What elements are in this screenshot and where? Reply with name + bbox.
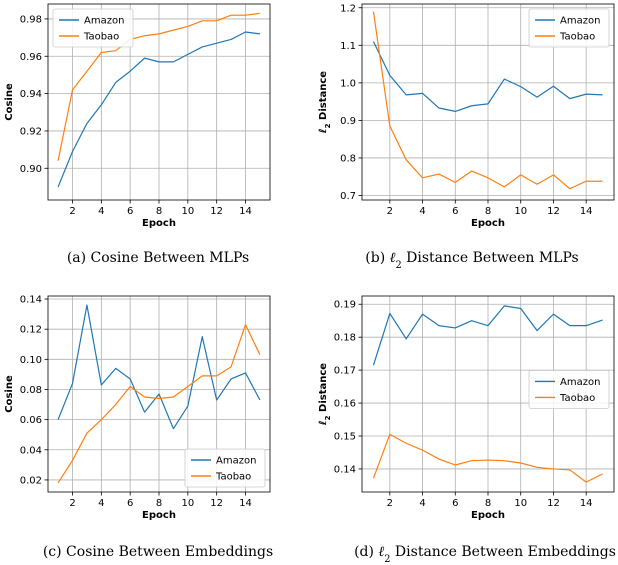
series-line-amazon (372, 41, 603, 112)
x-tick-label: 14 (580, 206, 593, 217)
legend-label-amazon: Amazon (216, 456, 256, 467)
chart-panel-b: 2 4 6 8 10 12 14 0.7 0.8 0.9 1.0 1.1 1.2 Epoch ℓ2 Dist… (318, 3, 615, 271)
x-tick-label: 4 (98, 498, 104, 509)
legend-label-taobao: Taobao (559, 393, 595, 404)
series-line-taobao (57, 12, 260, 161)
legend-label-amazon: Amazon (84, 16, 124, 27)
x-tick-label: 4 (419, 206, 425, 217)
legend: Amazon Taobao (52, 8, 134, 48)
x-tick-label: 2 (69, 206, 75, 217)
x-tick-label: 8 (156, 498, 162, 509)
y-tick-label: 0.10 (20, 355, 42, 366)
x-axis-label: Epoch (471, 218, 505, 229)
panel-caption: (d) ℓ2 Distance Between Embeddings (354, 544, 616, 565)
x-tick-label: 8 (485, 206, 491, 217)
x-tick-label: 12 (210, 498, 223, 509)
y-tick-label: 1.0 (340, 78, 356, 89)
y-axis-label: ℓ2 Distance (318, 71, 332, 134)
x-axis-label: Epoch (471, 510, 505, 521)
panel-caption: (b) ℓ2 Distance Between MLPs (365, 250, 578, 271)
y-tick-label: 1.1 (340, 41, 356, 52)
y-tick-label: 0.18 (334, 333, 356, 344)
y-tick-label: 1.2 (340, 3, 356, 14)
legend: Amazon Taobao (528, 8, 610, 48)
y-axis-label: Cosine (4, 375, 15, 413)
legend-box (52, 8, 134, 48)
x-axis-label: Epoch (142, 218, 176, 229)
series-line-amazon (57, 304, 261, 430)
y-tick-label: 0.9 (340, 116, 356, 127)
y-tick-label: 0.06 (20, 415, 42, 426)
y-tick-label: 0.98 (20, 14, 42, 25)
y-tick-label: 0.19 (334, 300, 356, 311)
legend-box (528, 370, 610, 409)
x-axis-label: Epoch (142, 510, 176, 521)
panel-caption: (a) Cosine Between MLPs (67, 250, 249, 266)
legend: Amazon Taobao (528, 370, 610, 409)
x-tick-label: 12 (210, 206, 223, 217)
x-tick-label: 6 (127, 206, 133, 217)
chart-panel-a: 2 4 6 8 10 12 14 0.90 0.92 0.94 0.96 0.98 Epoch Cosin… (4, 3, 271, 266)
y-axis-label: ℓ2 Distance (318, 363, 332, 426)
y-tick-label: 0.8 (340, 153, 356, 164)
x-tick-label: 2 (69, 498, 75, 509)
y-tick-label: 0.14 (20, 295, 42, 306)
y-tick-label: 0.14 (334, 464, 356, 475)
series-line-amazon (372, 305, 603, 366)
y-tick-label: 0.12 (20, 325, 42, 336)
legend-label-amazon: Amazon (560, 16, 600, 27)
x-tick-label: 2 (387, 498, 393, 509)
legend-box (184, 448, 266, 488)
y-tick-label: 0.08 (20, 385, 42, 396)
x-tick-label: 10 (514, 206, 527, 217)
y-tick-label: 0.92 (20, 126, 42, 137)
x-tick-label: 4 (98, 206, 104, 217)
legend-label-amazon: Amazon (560, 377, 600, 388)
y-tick-label: 0.17 (334, 366, 356, 377)
y-tick-label: 0.02 (20, 475, 42, 486)
x-tick-label: 10 (181, 498, 194, 509)
series-line-taobao (372, 433, 603, 483)
y-tick-label: 0.7 (340, 191, 356, 202)
series-line-taobao (372, 11, 603, 190)
x-tick-label: 10 (514, 498, 527, 509)
y-tick-label: 0.16 (334, 399, 356, 410)
series-line-taobao (57, 324, 261, 484)
x-tick-label: 8 (156, 206, 162, 217)
y-tick-label: 0.04 (20, 445, 42, 456)
x-tick-label: 8 (485, 498, 491, 509)
y-tick-label: 0.96 (20, 52, 42, 63)
panel-caption: (c) Cosine Between Embeddings (43, 544, 273, 560)
y-tick-label: 0.90 (20, 164, 42, 175)
legend-label-taobao: Taobao (215, 472, 251, 483)
x-tick-label: 6 (452, 498, 458, 509)
x-tick-label: 12 (547, 498, 560, 509)
legend-label-taobao: Taobao (83, 32, 119, 43)
x-tick-label: 14 (580, 498, 593, 509)
legend: Amazon Taobao (184, 448, 266, 488)
x-tick-label: 12 (547, 206, 560, 217)
x-tick-label: 6 (452, 206, 458, 217)
legend-box (528, 8, 610, 48)
chart-panel-c: 2 4 6 8 10 12 14 0.02 0.04 0.06 0.08 0.10 0.12 0.14 Ep… (4, 295, 273, 560)
y-axis-label: Cosine (4, 83, 15, 121)
series-line-amazon (57, 31, 260, 188)
y-tick-label: 0.94 (20, 89, 42, 100)
x-tick-label: 14 (239, 498, 252, 509)
legend-label-taobao: Taobao (559, 32, 595, 43)
x-tick-label: 4 (419, 498, 425, 509)
x-tick-label: 10 (181, 206, 194, 217)
x-tick-label: 2 (387, 206, 393, 217)
chart-panel-d: 2 4 6 8 10 12 14 0.14 0.15 0.16 0.17 0.18 0.19 Epoch ℓ… (318, 295, 616, 565)
x-tick-label: 6 (127, 498, 133, 509)
y-tick-label: 0.15 (334, 432, 356, 443)
x-tick-label: 14 (239, 206, 252, 217)
